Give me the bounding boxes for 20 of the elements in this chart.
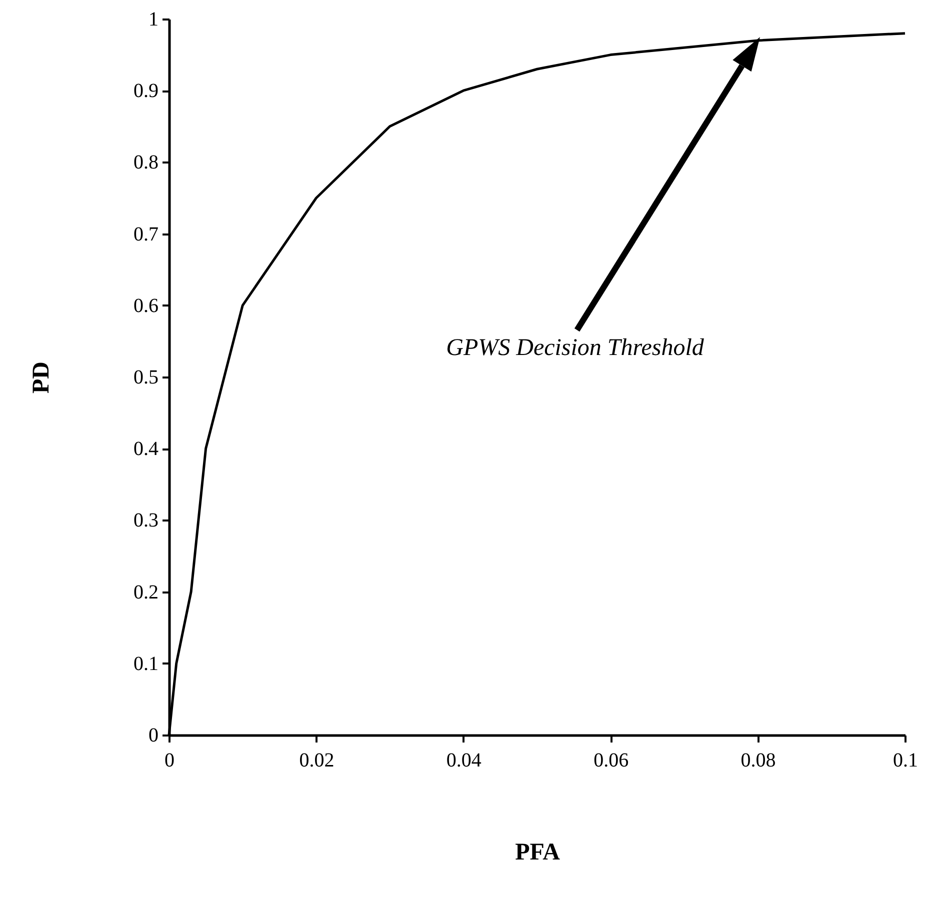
y-tick-label: 1 — [148, 8, 158, 30]
x-tick-label: 0.04 — [446, 750, 482, 772]
y-axis-title: PD — [28, 362, 54, 394]
x-tick-label: 0.1 — [893, 750, 918, 772]
y-tick-label: 0.2 — [134, 581, 158, 604]
y-tick-label: 0.6 — [134, 294, 158, 317]
x-axis-title: PFA — [515, 840, 561, 866]
y-tick-label: 0.9 — [134, 80, 158, 102]
y-tick-label: 0.3 — [134, 510, 158, 532]
annotation: GPWS Decision Threshold — [446, 335, 705, 361]
x-tick-label: 0.02 — [299, 750, 334, 772]
y-tick-label: 0.8 — [134, 152, 158, 174]
y-tick-label: 0.1 — [134, 652, 158, 675]
y-tick-label: 0.5 — [134, 366, 158, 388]
x-tick-label: 0 — [164, 750, 174, 772]
y-tick-label: 0.4 — [134, 438, 158, 460]
x-tick-label: 0.06 — [594, 750, 629, 772]
y-tick-label: 0.7 — [134, 223, 158, 246]
x-tick-label: 0.08 — [740, 750, 776, 772]
y-tick-label: 0 — [148, 724, 158, 746]
